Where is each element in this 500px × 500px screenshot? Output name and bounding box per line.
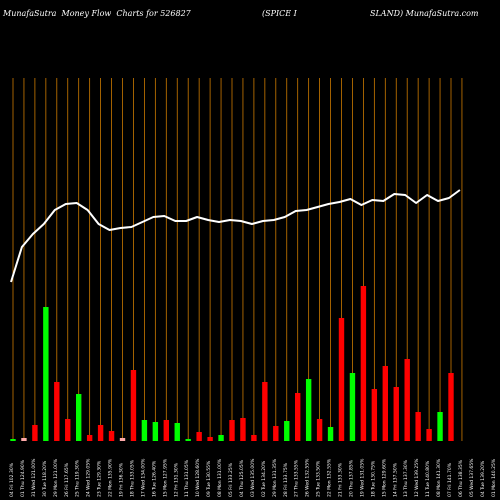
bar [448,373,454,441]
x-tick-label: 26 Wed 132.55% [305,458,311,497]
bar [185,439,191,441]
x-tick-label: 05 Wed 137.65% [469,458,475,497]
chart-title: MunafaSutra Money Flow Charts for 526827… [0,9,500,23]
bar [338,318,345,441]
title-left: MunafaSutra Money Flow Charts for 526827 [3,9,191,18]
x-tick-label: 17 Wed 134.00% [140,458,146,497]
x-tick-label: 30 Tue 118.20% [42,460,48,497]
x-tick-label: 04 Tue 139.20% [480,460,486,497]
x-tick-label: 21 Fri 133.30% [338,462,344,497]
x-tick-label: 28 Fri 133.75% [283,462,289,497]
bar [426,429,432,441]
x-tick-label: 29 Mon 121.00% [53,458,59,497]
bar [382,366,388,441]
x-tick-label: 14 Fri 137.50% [392,462,398,497]
x-tick-label: 11 Tue 140.80% [425,460,431,497]
bar [305,379,312,441]
bar [360,286,367,441]
x-tick-label: 24 Wed 129.05% [86,458,92,497]
bar [43,307,49,441]
bar [76,394,82,441]
x-tick-label: 31 Wed 121.00% [31,458,37,497]
x-tick-label: 06 Thu 138.35% [458,459,464,497]
x-tick-label: 23 Tue 129.30% [97,460,103,497]
bar [240,418,246,441]
x-tick-label: 02 Tue 134.20% [261,460,267,497]
x-tick-label: 09 Tue 130.55% [206,460,212,497]
bar [97,425,104,441]
x-tick-label: 18 Thu 133.05% [129,459,135,497]
bar [141,420,148,441]
x-tick-label: 01 Mon 140.25% [491,458,497,497]
bar [437,412,443,441]
bar [54,382,60,441]
bar [163,420,169,441]
bar [295,393,301,441]
x-tick-label: 16 Tue 126.40% [151,460,157,497]
bar [251,435,257,441]
bar [262,382,268,441]
x-tick-label: 27 Thu 133.55% [294,459,300,497]
x-tick-label: 22 Mon 135.90% [108,458,114,497]
x-tick-label: 12 Fri 131.30% [173,462,179,497]
bar [371,389,378,441]
bar [327,427,334,441]
bar [130,370,137,441]
x-tick-label: 25 Thu 119.30% [75,459,81,497]
bar [229,420,235,441]
x-tick-label: 15 Mon 129.60% [381,458,387,497]
bar [393,387,399,441]
x-tick-label: 08 Mon 141.30% [436,458,442,497]
x-tick-label: 13 Thu 137.30% [403,459,409,497]
x-tick-label: 08 Mon 131.00% [217,458,223,497]
x-tick-label: 29 Mon 131.35% [272,458,278,497]
title-right: SLAND) MunafaSutra.com [370,9,479,18]
x-tick-label: 11 Thu 131.05% [184,459,190,497]
bar [196,432,202,441]
x-tick-label: 05 Fri 133.25% [228,462,234,497]
x-tick-label: 10 Wed 128.60% [195,458,201,497]
bar [108,431,115,441]
bar [284,421,290,441]
bar [349,373,356,441]
bar [21,438,27,441]
x-tick-label: 25 Tue 133.50% [316,460,322,497]
bar [10,439,16,441]
bar [119,438,126,441]
bar [152,422,159,441]
x-tick-label: 19 Wed 131.05% [359,458,365,497]
bar [404,359,410,441]
x-tick-label: 18 Tue 130.75% [370,460,376,497]
x-tick-label: 03 Wed 135.00% [250,458,256,497]
price-line [10,189,461,283]
title-middle: (SPICE I [262,9,297,18]
bar [218,435,224,441]
x-tick-label: 19 Fri 136.30% [119,462,125,497]
bar [65,419,71,441]
bar [207,437,213,441]
x-tick-label: 26 Fri 117.65% [64,462,70,497]
bar [273,426,279,441]
bar [174,423,180,441]
bar [415,412,421,441]
x-tick-label: 15 Mon 127.95% [162,458,168,497]
x-tick-label: 04 Fri 102.30% [9,462,15,497]
x-tick-label: 22 Mon 132.55% [327,458,333,497]
x-tick-label: 04 Thu 125.05% [239,459,245,497]
x-tick-label: 20 Thu 137.85% [348,459,354,497]
bar [316,419,323,441]
bar [32,425,38,441]
bar [86,435,93,441]
x-tick-label: 07 Fri 141.70% [447,462,453,497]
x-tick-label: 01 Thu 124.90% [20,459,26,497]
x-tick-label: 12 Wed 139.25% [414,458,420,497]
